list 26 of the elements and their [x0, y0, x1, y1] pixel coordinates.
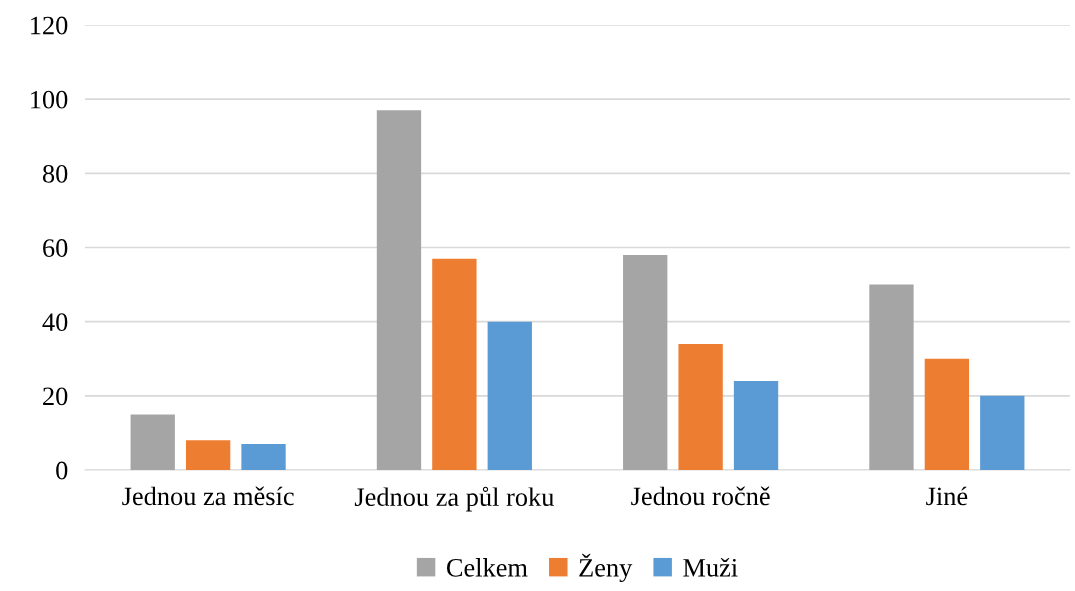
x-tick-label: Jednou ročně	[631, 486, 770, 506]
y-tick-label: 60	[43, 239, 68, 257]
bar	[487, 321, 532, 470]
bar	[869, 284, 914, 470]
bar	[241, 444, 286, 470]
bar	[432, 258, 477, 470]
bar	[678, 343, 723, 470]
bar	[980, 395, 1025, 470]
y-tick-label: 40	[42, 313, 68, 332]
bar	[376, 110, 422, 470]
bar	[623, 254, 668, 470]
bar	[924, 358, 970, 470]
x-tick-label: Jednou za měsíc	[122, 486, 294, 506]
bar	[130, 414, 175, 470]
legend-label: Celkem	[446, 558, 528, 577]
bar	[733, 381, 779, 470]
y-tick-label: 0	[56, 461, 68, 480]
legend-label: Muži	[683, 558, 738, 577]
x-tick-label: Jiné	[926, 486, 968, 506]
bar	[185, 440, 231, 470]
y-tick-label: 120	[31, 16, 68, 35]
x-tick-label: Jednou za půl roku	[354, 486, 554, 512]
y-tick-label: 100	[31, 90, 68, 109]
y-tick-label: 20	[43, 387, 68, 406]
y-tick-label: 80	[42, 164, 68, 183]
legend-label: Ženy	[579, 553, 633, 583]
